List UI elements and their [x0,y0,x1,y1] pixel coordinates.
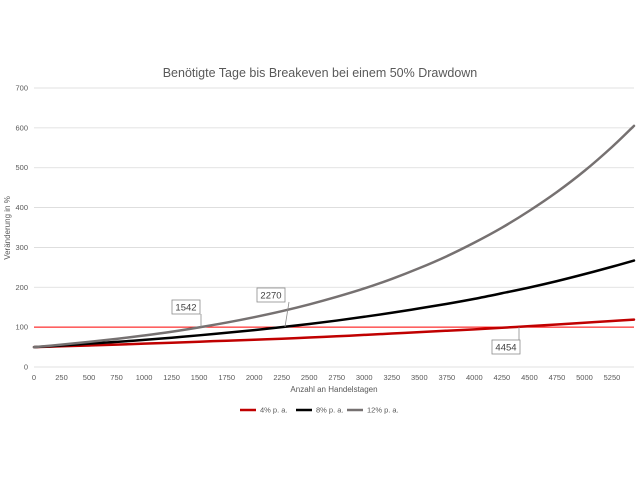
series-line-2 [32,259,636,349]
chart-title: Benötigte Tage bis Breakeven bei einem 5… [163,66,478,80]
y-tick-label: 700 [15,84,28,93]
breakeven-callout: 2270 [256,287,290,328]
callout-label: 2270 [260,291,281,302]
legend: 4% p. a. 8% p. a. 12% p. a. [240,406,399,415]
legend-label: 4% p. a. [260,406,288,415]
x-tick-label: 2000 [246,373,263,382]
legend-label: 12% p. a. [367,406,399,415]
x-tick-label: 3250 [383,373,400,382]
y-tick-label: 0 [24,363,28,372]
x-tick-label: 3750 [439,373,456,382]
x-tick-label: 4250 [494,373,511,382]
annotations: 1542 2270 4454 [171,287,521,355]
callout-box [171,299,201,315]
callout-label: 4454 [495,343,516,354]
x-tick-label: 3500 [411,373,428,382]
legend-item-1: 4% p. a. [240,406,288,415]
x-tick-label: 1000 [136,373,153,382]
x-tick-label: 1250 [163,373,180,382]
legend-item-2: 8% p. a. [296,406,344,415]
x-tick-label: 3000 [356,373,373,382]
x-tick-label: 5250 [604,373,621,382]
x-tick-label: 500 [83,373,96,382]
legend-item-3: 12% p. a. [347,406,399,415]
y-tick-label: 500 [15,163,28,172]
x-tick-label: 5000 [576,373,593,382]
callout-label: 1542 [175,303,196,314]
y-tick-label: 400 [15,203,28,212]
series-line-3 [32,124,636,349]
series-lines [32,124,636,349]
x-tick-label: 2250 [273,373,290,382]
x-axis-ticks: 0 250 500 750 1000 1250 1500 1750 2000 2250 2500 27… [32,373,620,382]
x-tick-label: 2500 [301,373,318,382]
callout-leader [284,301,290,328]
y-tick-label: 300 [15,243,28,252]
series-line-1 [32,318,636,349]
legend-label: 8% p. a. [316,406,344,415]
x-axis-label: Anzahl an Handelstagen [290,385,377,394]
x-tick-label: 1750 [218,373,235,382]
x-tick-label: 4000 [466,373,483,382]
y-tick-label: 200 [15,283,28,292]
y-axis-ticks: 0 100 200 300 400 500 600 700 [15,84,28,372]
x-tick-label: 0 [32,373,36,382]
y-axis-label: Veränderung in % [3,196,12,260]
y-tick-label: 600 [15,123,28,132]
callout-box [256,287,286,303]
x-tick-label: 2750 [328,373,345,382]
x-tick-label: 750 [110,373,123,382]
breakeven-callout: 4454 [491,327,521,355]
x-tick-label: 4750 [549,373,566,382]
x-tick-label: 250 [55,373,68,382]
breakeven-callout: 1542 [171,299,202,327]
x-tick-label: 1500 [191,373,208,382]
x-tick-label: 4500 [521,373,538,382]
y-tick-label: 100 [15,323,28,332]
callout-box [491,339,521,355]
